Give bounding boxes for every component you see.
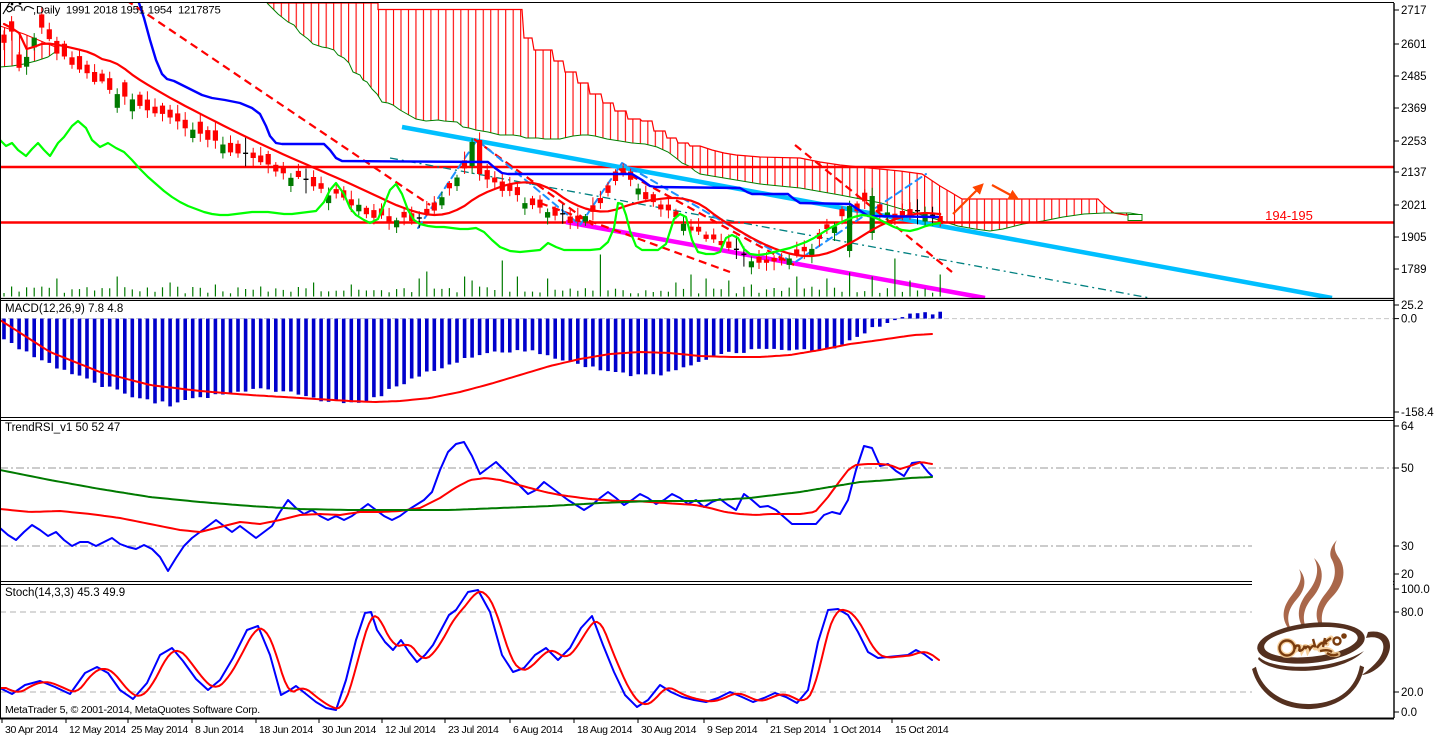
svg-text:0.0: 0.0 (1401, 707, 1417, 719)
svg-text:MACD(12,26,9) 7.8 4.8: MACD(12,26,9) 7.8 4.8 (5, 303, 123, 315)
svg-text:30 Jun 2014: 30 Jun 2014 (322, 724, 376, 736)
svg-text:80.0: 80.0 (1401, 607, 1423, 619)
svg-text:2717: 2717 (1401, 5, 1427, 17)
svg-text:12 May 2014: 12 May 2014 (69, 724, 126, 736)
svg-text:0.0: 0.0 (1401, 314, 1417, 326)
svg-text:21 Sep 2014: 21 Sep 2014 (770, 724, 826, 736)
svg-text:1789: 1789 (1401, 264, 1427, 276)
svg-text:-158.4: -158.4 (1401, 407, 1434, 419)
svg-text:50: 50 (1401, 463, 1414, 475)
svg-text:6 Aug 2014: 6 Aug 2014 (513, 724, 563, 736)
svg-text:23 Jul 2014: 23 Jul 2014 (448, 724, 499, 736)
svg-text:Stoch(14,3,3) 45.3 49.9: Stoch(14,3,3) 45.3 49.9 (5, 587, 125, 599)
svg-text:20.0: 20.0 (1401, 687, 1423, 699)
svg-text:,Daily 1991 2018 1951 1954 1: ,Daily 1991 2018 1951 1954 1217875 (33, 5, 221, 17)
svg-text:2369: 2369 (1401, 103, 1427, 115)
svg-text:25 May 2014: 25 May 2014 (131, 724, 188, 736)
svg-text:2021: 2021 (1401, 200, 1427, 212)
svg-text:MetaTrader 5, © 2001-2014, Met: MetaTrader 5, © 2001-2014, MetaQuotes So… (5, 704, 260, 716)
svg-text:2253: 2253 (1401, 136, 1427, 148)
svg-text:30: 30 (1401, 541, 1414, 553)
svg-text:12 Jul 2014: 12 Jul 2014 (385, 724, 436, 736)
svg-text:1905: 1905 (1401, 232, 1427, 244)
svg-text:20: 20 (1401, 569, 1414, 581)
svg-text:30 Aug 2014: 30 Aug 2014 (641, 724, 697, 736)
svg-text:30 Apr 2014: 30 Apr 2014 (5, 724, 58, 736)
svg-text:25.2: 25.2 (1401, 300, 1423, 312)
svg-text:64: 64 (1401, 421, 1414, 433)
svg-text:TrendRSI_v1 50 52 47: TrendRSI_v1 50 52 47 (5, 422, 120, 434)
svg-text:1 Oct 2014: 1 Oct 2014 (833, 724, 881, 736)
svg-text:194-195: 194-195 (1265, 208, 1313, 223)
svg-text:2485: 2485 (1401, 71, 1427, 83)
svg-text:18 Jun 2014: 18 Jun 2014 (259, 724, 313, 736)
svg-text:9 Sep 2014: 9 Sep 2014 (707, 724, 758, 736)
svg-text:15 Oct 2014: 15 Oct 2014 (895, 724, 949, 736)
svg-text:2601: 2601 (1401, 39, 1427, 51)
svg-text:18 Aug 2014: 18 Aug 2014 (577, 724, 633, 736)
svg-text:8 Jun 2014: 8 Jun 2014 (195, 724, 244, 736)
svg-text:2137: 2137 (1401, 167, 1427, 179)
svg-text:100.0: 100.0 (1401, 584, 1430, 596)
